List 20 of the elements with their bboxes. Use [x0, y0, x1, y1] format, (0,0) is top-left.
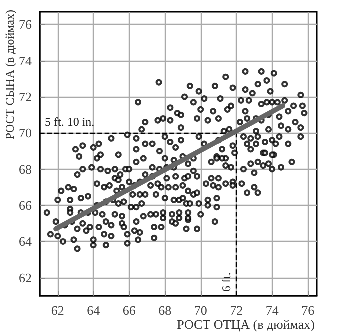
x-tick-label: 68	[158, 303, 172, 318]
y-tick-label: 62	[19, 270, 32, 286]
y-tick-label: 66	[19, 198, 32, 214]
x-tick-label: 76	[302, 303, 316, 318]
x-tick-label: 64	[87, 303, 101, 318]
x-tick-label: 70	[194, 303, 208, 318]
x-axis-title: РОСТ ОТЦА (в дюймах)	[177, 317, 315, 332]
x-tick-label: 66	[122, 303, 136, 318]
y-axis-title: РОСТ СЫНА (в дюймах)	[3, 10, 17, 140]
ref-line-label: 6 ft.	[220, 272, 234, 292]
x-tick-label: 74	[266, 303, 280, 318]
y-tick-label: 68	[19, 162, 32, 177]
y-tick-label: 70	[19, 126, 32, 141]
y-tick-label: 74	[19, 53, 32, 68]
y-tick-label: 76	[19, 17, 32, 32]
x-tick-label: 72	[230, 303, 244, 318]
y-tick-label: 64	[19, 234, 32, 250]
y-tick-label: 72	[19, 90, 32, 105]
x-tick-label: 62	[51, 303, 64, 318]
ref-line-label: 5 ft. 10 in.	[45, 115, 95, 130]
